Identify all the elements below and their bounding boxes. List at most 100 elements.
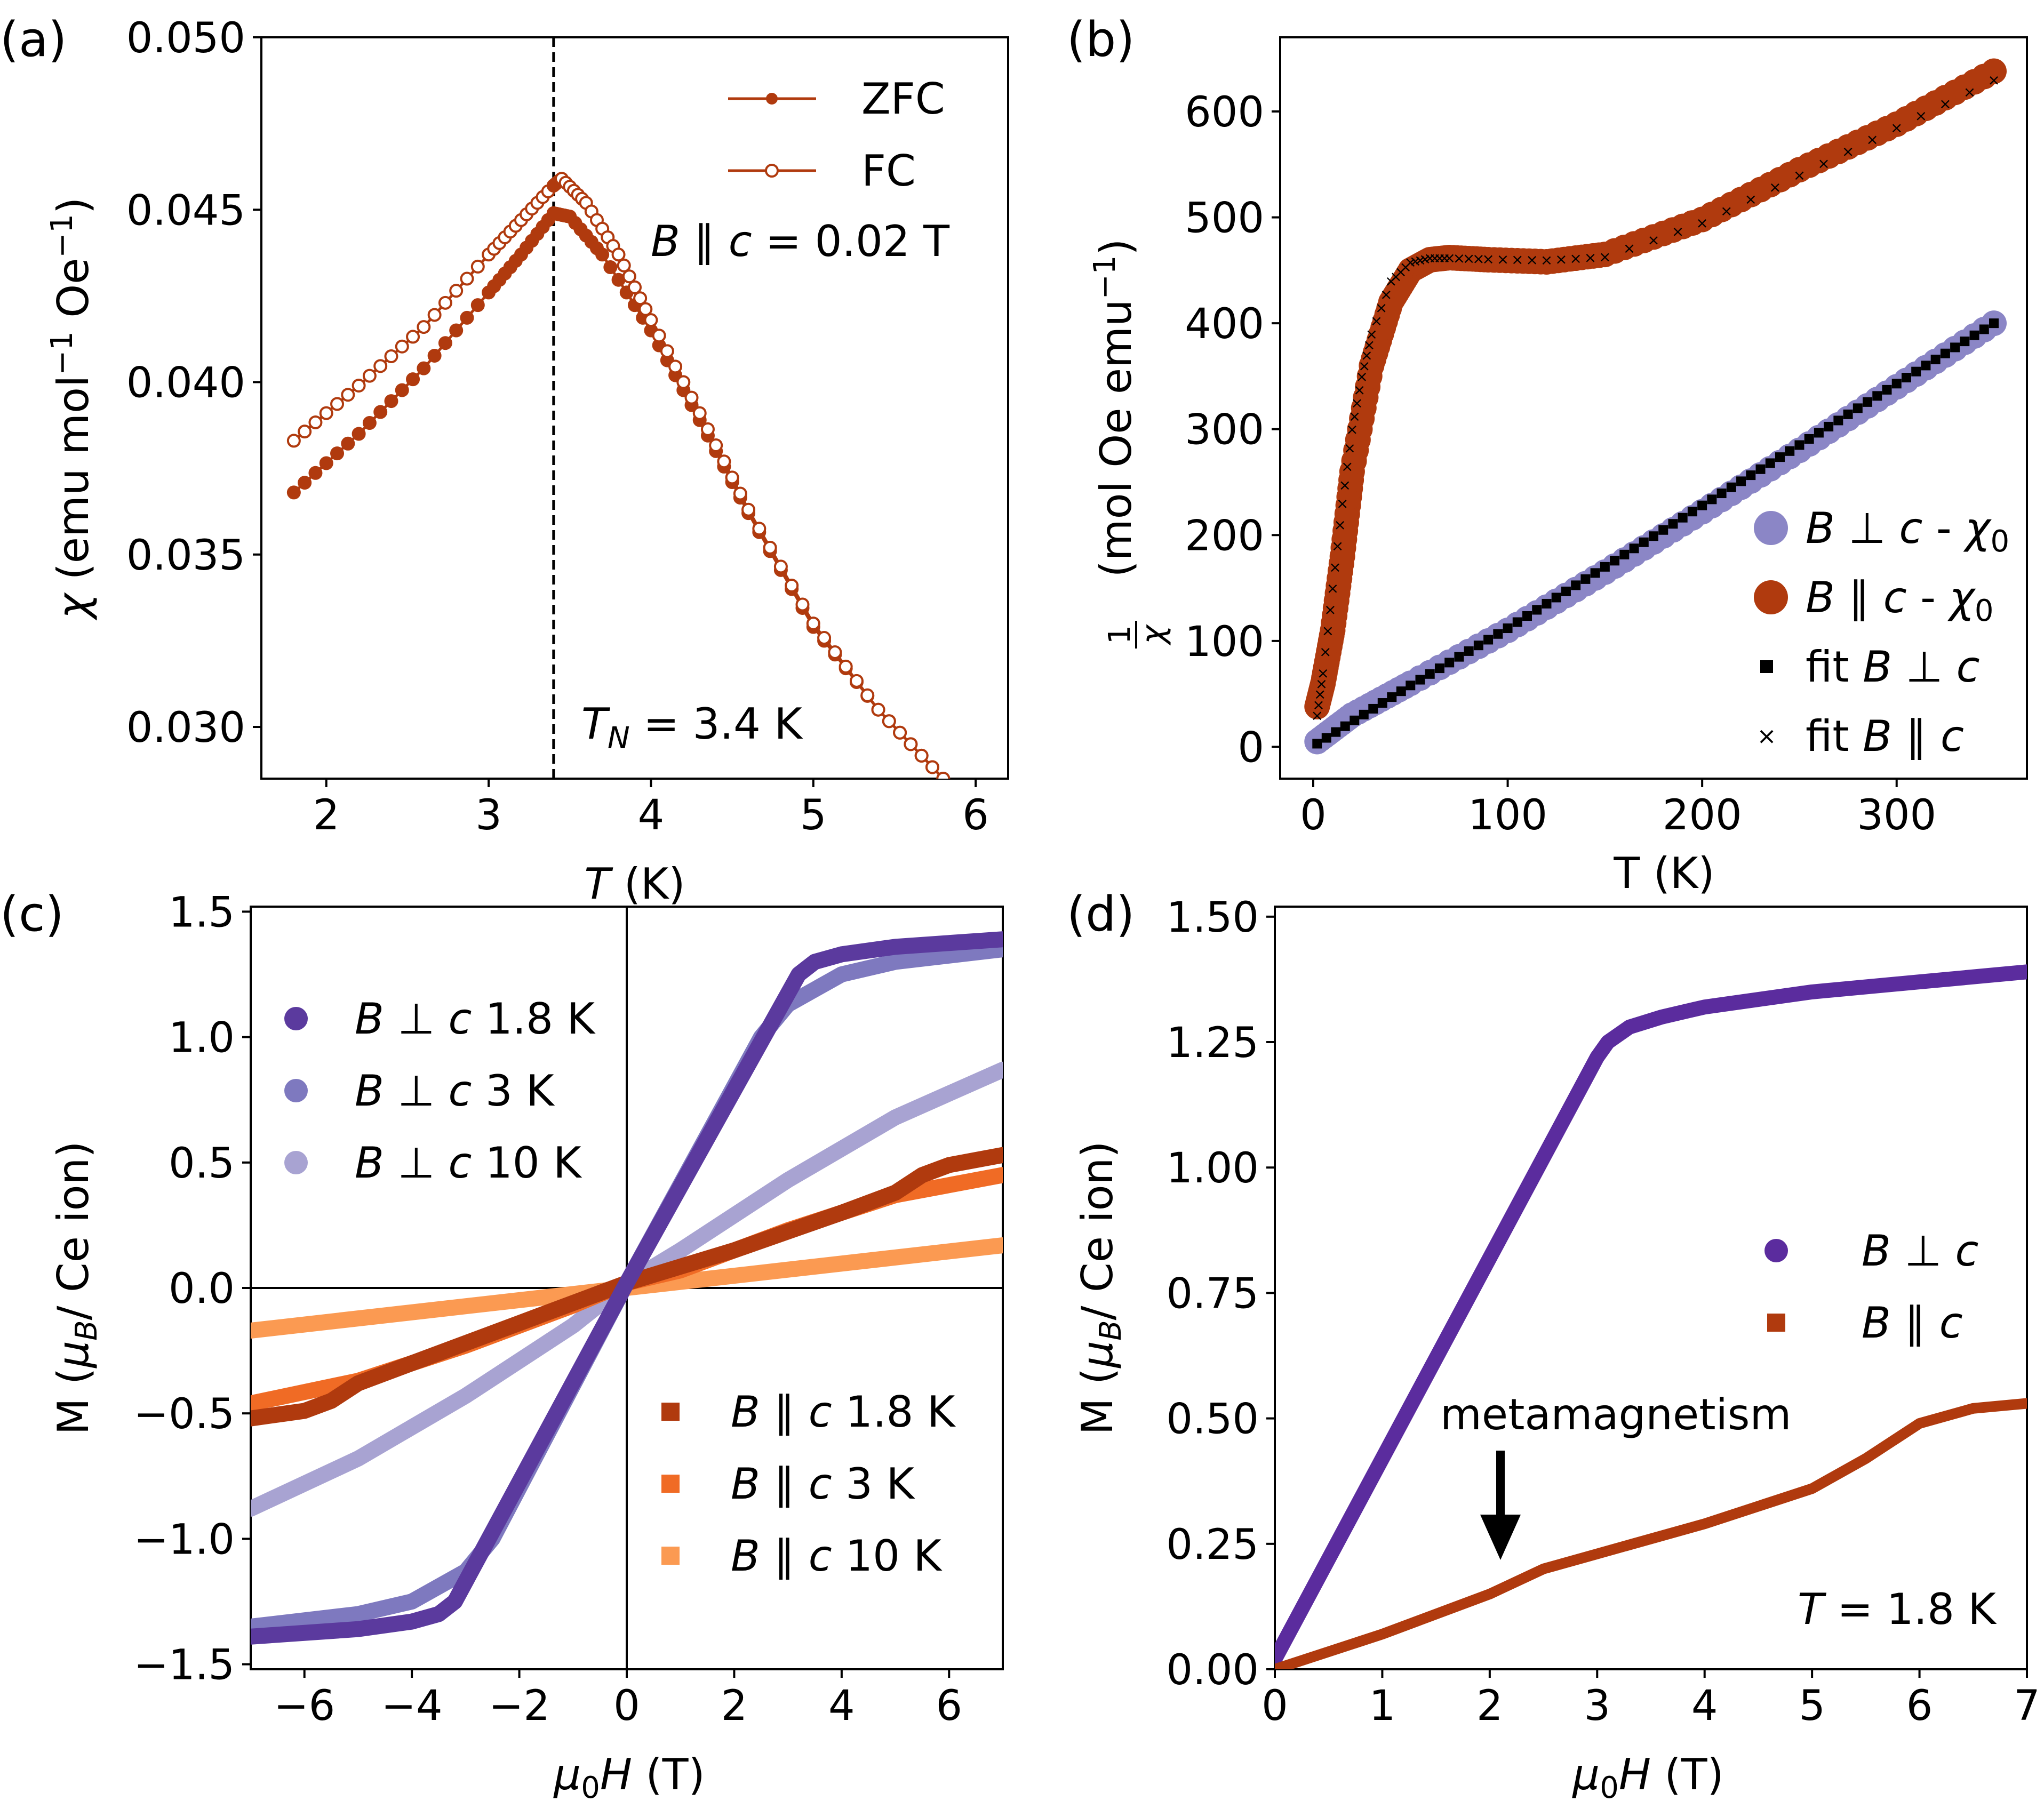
- legend-b-par-label: B ∥ c - χ0: [1806, 573, 1993, 628]
- fit-par-point: ×: [1963, 83, 1976, 101]
- fc-point: [925, 760, 939, 774]
- fit-par-point: ×: [1939, 95, 1951, 113]
- fc-point: [617, 258, 631, 273]
- fc-point: [298, 425, 312, 439]
- svg-text:M (μB/ Ce ion): M (μB/ Ce ion): [49, 1141, 104, 1435]
- legend-c-perp-3-marker: [284, 1079, 308, 1102]
- ytick-label: 400: [1185, 300, 1264, 348]
- panel-a-plot-area: [286, 37, 951, 779]
- fit-perp-point: [1561, 586, 1571, 596]
- fit-perp-point: [1368, 703, 1378, 714]
- xtick-label: 4: [638, 791, 665, 839]
- fit-perp-point: [1503, 623, 1513, 634]
- svg-text:(mol Oe emu−1): (mol Oe emu−1): [1088, 239, 1141, 578]
- fit-perp-point: [1863, 397, 1873, 407]
- panel-b-ylabel-fraction: 1 χ: [1103, 621, 1172, 649]
- legend-d-perp-marker: [1764, 1239, 1788, 1262]
- legend-d-par-marker: [1767, 1314, 1785, 1332]
- ytick-label: 100: [1185, 618, 1264, 666]
- ytick-label: 1.50: [1166, 894, 1259, 942]
- fit-par-point: ×: [1584, 249, 1596, 267]
- panel-c-legend-top: B ⊥ c 1.8 K B ⊥ c 3 K B ⊥ c 10 K: [284, 994, 596, 1188]
- fc-point: [700, 422, 715, 436]
- svg-text:1: 1: [1103, 625, 1137, 644]
- legend-zfc-label: ZFC: [861, 74, 945, 124]
- fit-perp-point: [1444, 658, 1455, 668]
- legend-b-perp-label: B ⊥ c - χ0: [1806, 503, 2009, 559]
- fit-perp-point: [1726, 482, 1736, 492]
- fit-perp-point: [1542, 598, 1552, 609]
- zfc-point: [417, 361, 431, 375]
- legend-c-perp-1p8-label: B ⊥ c 1.8 K: [355, 994, 596, 1044]
- fc-point: [611, 247, 626, 262]
- fit-par-point: ×: [1745, 190, 1757, 208]
- panel-a-tn-annotation: TN = 3.4 K: [581, 699, 803, 756]
- legend-d-perp-label: B ⊥ c: [1862, 1226, 1978, 1276]
- fit-par-point: ×: [1472, 250, 1484, 268]
- legend-c-perp-10-label: B ⊥ c 10 K: [355, 1138, 582, 1188]
- panel-d-temp-annotation: T = 1.8 K: [1798, 1584, 1997, 1634]
- fit-par-point: ×: [1987, 71, 2000, 89]
- arrow-head: [1480, 1515, 1521, 1560]
- fit-perp-point: [1891, 379, 1902, 389]
- panel-d-marks: [1275, 964, 2027, 1669]
- zfc-point: [352, 427, 366, 441]
- fit-perp-point: [1989, 318, 1999, 329]
- fc-point: [406, 330, 420, 344]
- ytick-label: 0: [1237, 724, 1264, 772]
- fc-point: [286, 434, 301, 448]
- panel-a-legend: ZFC FC: [728, 74, 945, 196]
- fit-par-point: ×: [1385, 273, 1397, 290]
- fc-point: [733, 486, 747, 501]
- fit-par-point: ×: [1842, 142, 1854, 160]
- zfc-point: [362, 416, 377, 430]
- ytick-label: −1.0: [134, 1516, 235, 1564]
- xtick-label: 100: [1468, 791, 1547, 839]
- xtick-label: 200: [1663, 791, 1742, 839]
- legend-c-perp-1p8-marker: [284, 1007, 308, 1030]
- ytick-label: 0.045: [126, 187, 245, 235]
- fit-perp-point: [1950, 342, 1960, 353]
- fc-point: [362, 369, 377, 383]
- fc-point: [341, 388, 355, 402]
- ytick-label: −1.5: [134, 1642, 235, 1690]
- fit-perp-point: [1600, 562, 1610, 572]
- zfc-point: [395, 383, 409, 397]
- ytick-label: 0.50: [1166, 1396, 1259, 1444]
- fc-point: [725, 470, 739, 485]
- fit-perp-point: [1843, 409, 1853, 419]
- fc-point: [828, 645, 842, 659]
- fc-point: [319, 406, 333, 420]
- fit-par-point: ×: [1358, 357, 1370, 375]
- fc-point: [449, 284, 464, 298]
- fit-perp-point: [1629, 543, 1639, 554]
- fc-point: [860, 688, 875, 702]
- fit-perp-point: [1814, 428, 1824, 438]
- panel-a-marks: [286, 37, 951, 779]
- fit-perp-point: [1649, 531, 1658, 541]
- fc-point: [628, 280, 642, 294]
- xtick-label: 6: [1906, 1682, 1933, 1730]
- xtick-label: 7: [2014, 1682, 2040, 1730]
- xtick-label: 300: [1857, 791, 1936, 839]
- zfc-point: [298, 476, 312, 490]
- fit-perp-point: [1415, 675, 1425, 685]
- fit-par-point: ×: [1915, 107, 1927, 124]
- xtick-label: 2: [721, 1682, 748, 1730]
- fc-point: [638, 302, 653, 316]
- fc-point: [795, 597, 810, 612]
- legend-c-par-1p8-marker: [661, 1403, 680, 1421]
- fit-par-point: ×: [1404, 253, 1417, 271]
- panel-b-plot-area: ××××××××××××××××××××××××××××××××××××××××…: [1304, 58, 2007, 755]
- xtick-label: −4: [381, 1682, 443, 1730]
- fit-par-point: ×: [1817, 155, 1830, 172]
- fit-par-point: ×: [1482, 250, 1494, 268]
- xtick-label: −6: [274, 1682, 335, 1730]
- fc-point: [395, 339, 409, 354]
- fit-perp-point: [1551, 593, 1561, 603]
- fit-perp-point: [1746, 470, 1756, 481]
- fit-par-point: ×: [1314, 685, 1326, 703]
- fit-par-point: ×: [1346, 421, 1358, 438]
- legend-fc-label: FC: [861, 146, 916, 196]
- xtick-label: 6: [962, 791, 989, 839]
